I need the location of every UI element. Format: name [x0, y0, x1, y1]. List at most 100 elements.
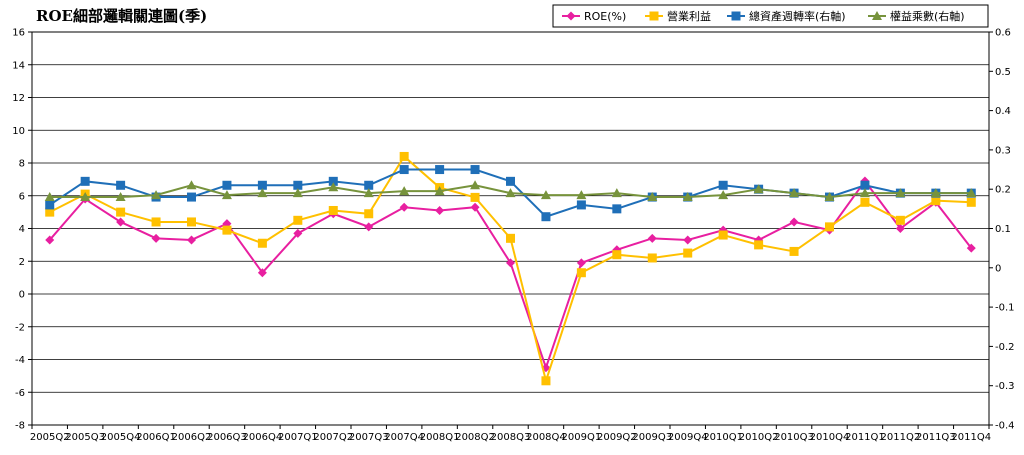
- data-point: [364, 209, 374, 219]
- x-tick-label: 2008Q2: [455, 432, 495, 443]
- x-tick-label: 2005Q4: [101, 432, 141, 443]
- data-point: [470, 192, 480, 202]
- data-point: [292, 188, 303, 198]
- chart-title: ROE細部邏輯關連圖(季): [36, 7, 207, 25]
- legend: ROE(%) 營業利益 總資產週轉率(右軸) 權益乘數(右軸): [552, 4, 989, 28]
- legend-marker: [872, 11, 882, 20]
- x-tick-label: 2009Q1: [562, 432, 602, 443]
- data-point: [293, 215, 303, 225]
- data-point: [859, 188, 870, 198]
- left-tick-label: 0: [19, 290, 25, 301]
- right-tick-label: 0.5: [995, 67, 1011, 78]
- legend-label: 營業利益: [667, 9, 711, 23]
- legend-marker: [566, 11, 576, 21]
- x-tick-label: 2006Q1: [136, 432, 176, 443]
- x-tick-label: 2007Q3: [349, 432, 389, 443]
- x-tick-label: 2005Q2: [30, 432, 70, 443]
- data-point: [576, 190, 587, 200]
- data-point: [116, 207, 126, 217]
- data-point: [718, 230, 728, 240]
- data-point: [541, 212, 551, 222]
- data-point: [151, 217, 161, 227]
- left-tick-label: -6: [15, 388, 25, 399]
- x-tick-label: 2007Q2: [313, 432, 353, 443]
- data-point: [683, 248, 693, 258]
- data-point: [293, 228, 303, 238]
- left-tick-label: 16: [12, 28, 25, 39]
- legend-label: 權益乘數(右軸): [890, 9, 965, 23]
- right-tick-label: 0.4: [995, 106, 1011, 117]
- data-point: [647, 233, 657, 243]
- data-point: [895, 224, 905, 233]
- data-point: [789, 217, 799, 227]
- x-tick-label: 2011Q2: [881, 432, 921, 443]
- x-tick-label: 2008Q3: [491, 432, 531, 443]
- data-point: [399, 165, 409, 175]
- data-point: [612, 204, 622, 214]
- right-tick-label: -0.1: [995, 303, 1015, 314]
- left-tick-label: -8: [15, 421, 25, 432]
- data-point: [45, 235, 55, 245]
- data-point: [540, 190, 551, 200]
- data-point: [435, 205, 445, 215]
- data-point: [966, 188, 977, 198]
- x-tick-label: 2006Q2: [172, 432, 212, 443]
- data-point: [434, 186, 445, 196]
- left-tick-label: 12: [12, 93, 25, 104]
- data-point: [682, 192, 693, 202]
- left-axis-ticks: -8 -6 -4 -2 0 2 4 6 8 10 12 14 16: [12, 28, 32, 432]
- x-tick-label: 2005Q3: [65, 432, 105, 443]
- data-point: [364, 180, 374, 190]
- right-tick-label: -0.2: [995, 342, 1015, 353]
- x-tick-label: 2009Q4: [668, 432, 708, 443]
- right-tick-label: 0.6: [995, 28, 1011, 39]
- data-point: [257, 188, 268, 198]
- data-point: [683, 235, 693, 245]
- data-point: [364, 222, 374, 232]
- data-point: [116, 217, 126, 227]
- data-point: [647, 192, 658, 202]
- x-tick-label: 2010Q1: [703, 432, 743, 443]
- x-tick-label: 2008Q1: [420, 432, 460, 443]
- data-point: [45, 207, 55, 217]
- data-point: [257, 268, 267, 278]
- right-tick-label: 0: [995, 263, 1001, 274]
- x-tick-label: 2009Q2: [597, 432, 637, 443]
- data-point: [860, 180, 870, 190]
- left-tick-label: -4: [15, 355, 25, 366]
- data-point: [895, 215, 905, 225]
- data-point: [754, 240, 764, 250]
- data-point: [789, 188, 800, 198]
- data-point: [470, 165, 480, 175]
- data-point: [399, 202, 409, 212]
- data-point: [576, 258, 586, 268]
- data-point: [187, 217, 196, 227]
- data-point: [470, 202, 480, 212]
- data-point: [718, 180, 728, 190]
- legend-marker: [731, 11, 741, 21]
- x-axis-ticks: 2005Q22005Q32005Q42006Q12006Q22006Q32006…: [30, 425, 991, 443]
- data-point: [470, 180, 481, 190]
- left-tick-label: 10: [12, 126, 25, 137]
- data-point: [151, 190, 162, 200]
- data-point: [611, 188, 622, 198]
- left-tick-label: 2: [19, 257, 25, 268]
- left-tick-label: 4: [19, 224, 25, 235]
- data-point: [506, 258, 515, 268]
- left-tick-label: 6: [19, 191, 25, 202]
- data-point: [931, 196, 941, 206]
- data-point: [541, 376, 551, 386]
- series-layer: [44, 151, 977, 386]
- data-point: [45, 200, 55, 210]
- data-point: [435, 165, 445, 175]
- right-tick-label: 0.3: [995, 145, 1011, 156]
- right-tick-label: -0.4: [995, 421, 1015, 432]
- x-tick-label: 2010Q3: [774, 432, 814, 443]
- data-point: [930, 188, 941, 198]
- data-point: [257, 180, 267, 190]
- data-point: [966, 243, 976, 253]
- right-tick-label: 0.1: [995, 224, 1011, 235]
- left-tick-label: 8: [19, 159, 25, 170]
- data-point: [789, 246, 799, 256]
